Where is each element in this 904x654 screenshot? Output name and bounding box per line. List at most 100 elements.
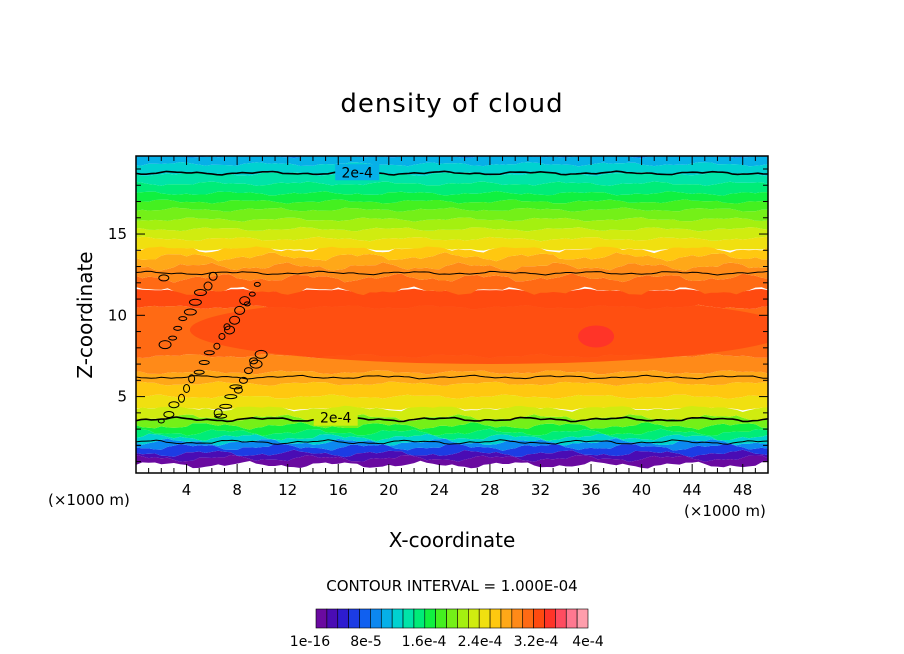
x-axis-label: X-coordinate (389, 528, 516, 552)
colorbar-swatch (391, 608, 404, 629)
contour-band (136, 428, 768, 442)
convective-contour (229, 384, 243, 390)
colorbar-swatch (424, 608, 436, 629)
contour-label: 2e-4 (341, 165, 373, 181)
contour-band (136, 449, 768, 462)
convective-contour (234, 305, 246, 315)
colorbar-swatch (435, 608, 447, 629)
contour-line (136, 439, 768, 445)
convective-contour (183, 383, 191, 393)
colorbar-swatch (511, 608, 524, 629)
convective-contour (158, 274, 170, 282)
x-tick-label: 40 (632, 481, 651, 499)
convective-contour (183, 308, 197, 316)
convective-contour (243, 367, 253, 375)
contour-band (136, 394, 768, 411)
contour-band (136, 443, 768, 458)
x-unit-left: (×1000 m) (48, 491, 130, 509)
colorbar-swatch (468, 608, 480, 629)
convective-contour (168, 335, 178, 341)
colorbar-swatch (380, 608, 393, 629)
convective-contour (188, 374, 196, 384)
contour-band (136, 381, 768, 399)
convective-contour (218, 332, 226, 340)
convective-contour (223, 323, 231, 331)
x-tick-label: 36 (581, 481, 600, 499)
y-tick-label: 10 (108, 306, 127, 324)
colorbar-swatch (565, 608, 578, 629)
convective-contour (254, 349, 268, 359)
convective-contour (173, 325, 183, 331)
colorbar-swatch (544, 608, 556, 629)
contour-band (136, 171, 768, 186)
convective-contour (158, 340, 172, 350)
contour-line (136, 416, 768, 423)
convective-contour (219, 403, 233, 409)
contour-band (136, 244, 768, 262)
convective-contour (198, 359, 210, 365)
colorbar-tick-label: 3.2e-4 (514, 634, 559, 650)
contour-band (136, 207, 768, 222)
contour-band (136, 404, 768, 422)
colorbar-swatch (315, 608, 328, 629)
colorbar-swatch (576, 608, 589, 629)
contour-band (136, 217, 768, 232)
colorbar-swatch (402, 608, 415, 629)
colorbar-tick-label: 4e-4 (572, 634, 604, 650)
contour-line (136, 170, 768, 176)
x-tick-label: 16 (329, 481, 348, 499)
contour-band (136, 181, 768, 196)
max-spot (578, 325, 615, 348)
colorbar-swatch (359, 608, 371, 629)
convective-contour (178, 393, 186, 403)
contour-label-bg (335, 164, 380, 181)
convective-contour (243, 301, 251, 307)
convective-contour (188, 298, 202, 306)
contour-band (136, 422, 768, 436)
convective-contour (224, 394, 238, 400)
colorbar-swatch (337, 608, 349, 629)
convective-contour (224, 325, 236, 335)
contour-band (136, 236, 768, 251)
x-unit-right: (×1000 m) (684, 502, 766, 520)
contour-line (136, 374, 768, 380)
colorbar-swatch (500, 608, 513, 629)
colorbar-tick-label: 2.4e-4 (458, 634, 503, 650)
x-tick-label: 28 (480, 481, 499, 499)
colorbar-swatch (457, 608, 469, 629)
convective-contour (233, 386, 243, 394)
colorbar-swatch (489, 608, 502, 629)
convective-contour (193, 289, 207, 297)
contour-band (136, 433, 768, 446)
convective-contour (178, 316, 188, 322)
convective-contour (168, 401, 180, 409)
colorbar-tick-label: 1.6e-4 (402, 634, 447, 650)
convective-contour (203, 350, 215, 356)
contour-line (136, 270, 768, 276)
colorbar-swatch (478, 608, 491, 629)
convective-contour (248, 291, 256, 297)
y-axis: 5 10 15 (108, 168, 768, 463)
x-tick-label: 48 (733, 481, 752, 499)
contour-band (136, 273, 768, 296)
convective-contour (238, 376, 248, 384)
colorbar-swatch (326, 608, 339, 629)
colorbar-labels: 1e-16 8e-5 1.6e-4 2.4e-4 3.2e-4 4e-4 (290, 634, 604, 650)
contour-band (136, 262, 768, 283)
x-tick-label: 12 (278, 481, 297, 499)
y-tick-label: 5 (117, 388, 127, 406)
convective-contour (193, 369, 205, 375)
colorbar-swatch (413, 608, 426, 629)
contour-lines (136, 170, 768, 445)
colorbar-swatch (555, 608, 567, 629)
y-axis-label: Z-coordinate (73, 251, 97, 378)
colorbar-swatch (522, 608, 534, 629)
core-region (190, 295, 768, 364)
convective-contour (213, 342, 221, 350)
x-tick-label: 20 (379, 481, 398, 499)
convective-contour (213, 408, 223, 418)
colorbar-tick-label: 1e-16 (290, 634, 330, 650)
colorbar-swatch (446, 608, 458, 629)
contour-labels: 2e-4 2e-4 (313, 164, 380, 427)
